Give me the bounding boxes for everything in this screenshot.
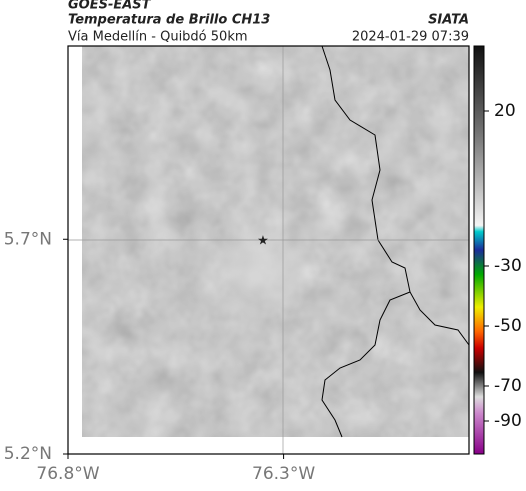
colorbar-tick-label: -50 bbox=[494, 316, 522, 336]
timestamp: 2024-01-29 07:39 bbox=[352, 30, 469, 45]
colorbar bbox=[473, 45, 485, 455]
colorbar-tick-label: -90 bbox=[494, 411, 522, 431]
route: Vía Medellín - Quibdó 50km bbox=[68, 30, 248, 45]
title: GOES-EAST bbox=[68, 0, 152, 13]
y-tick-label: 5.7°N bbox=[4, 229, 52, 249]
station-marker: ★ bbox=[257, 234, 269, 249]
warm-area bbox=[207, 216, 317, 320]
map-frame bbox=[67, 45, 470, 455]
colorbar-tick-label: -30 bbox=[494, 256, 522, 276]
colorbar-tick-label: -70 bbox=[494, 376, 522, 396]
x-tick-label: 76.8°W bbox=[36, 464, 99, 484]
colorbar-tick-label: 20 bbox=[494, 101, 516, 121]
y-tick-label: 5.2°N bbox=[4, 444, 52, 464]
x-tick-label: 76.3°W bbox=[252, 464, 315, 484]
subtitle: Temperatura de Brillo CH13 bbox=[68, 13, 270, 28]
source: SIATA bbox=[428, 13, 469, 28]
